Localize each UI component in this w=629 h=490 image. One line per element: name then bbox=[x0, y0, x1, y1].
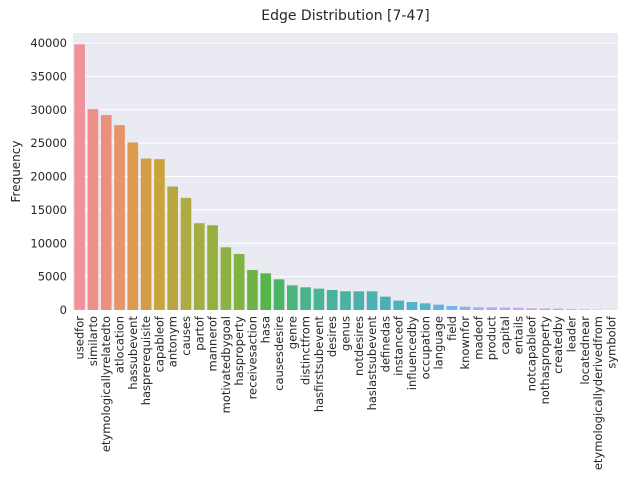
bar-locatednear bbox=[579, 309, 591, 310]
bar-antonym bbox=[167, 186, 179, 310]
bar-hasfirstsubevent bbox=[313, 288, 325, 310]
bar-receivesaction bbox=[247, 269, 258, 310]
x-tick-label: hasfirstsubevent bbox=[312, 316, 326, 413]
bar-notcapableof bbox=[526, 308, 537, 310]
x-tick-label: desires bbox=[325, 316, 339, 357]
x-tick-label: definedas bbox=[378, 316, 392, 372]
bar-hasproperty bbox=[233, 253, 245, 310]
x-tick-label: haslastsubevent bbox=[365, 316, 379, 411]
y-tick-label: 30000 bbox=[30, 103, 67, 117]
bar-atlocation bbox=[114, 125, 125, 310]
y-tick-label: 0 bbox=[60, 303, 67, 317]
x-tick-label: capital bbox=[498, 316, 512, 355]
bar-causesdesire bbox=[273, 279, 285, 310]
x-tick-label: similarto bbox=[86, 316, 100, 366]
x-tick-label: partof bbox=[192, 315, 206, 351]
bar-field bbox=[446, 305, 458, 310]
x-tick-label: influencedby bbox=[405, 316, 419, 390]
bar-haslastsubevent bbox=[366, 291, 378, 310]
bar-mannerof bbox=[207, 225, 218, 310]
x-tick-labels: usedfor similarto etymologicallyrelatedto a… bbox=[73, 315, 619, 470]
bar-notdesires bbox=[353, 291, 365, 310]
bars bbox=[74, 44, 617, 311]
x-tick-label: hasprerequisite bbox=[139, 316, 153, 405]
x-tick-label: field bbox=[445, 316, 459, 341]
y-tick-label: 35000 bbox=[30, 69, 67, 83]
bar-influencedby bbox=[406, 301, 418, 310]
bar-motivatedbygoal bbox=[220, 247, 232, 310]
bar-occupation bbox=[419, 303, 431, 310]
bar-genus bbox=[340, 291, 351, 310]
bar-similarto bbox=[87, 109, 99, 310]
x-tick-label: symbolof bbox=[604, 315, 618, 369]
bar-genre bbox=[287, 285, 298, 310]
x-tick-label: genus bbox=[339, 316, 353, 351]
bar-usedfor bbox=[74, 44, 85, 311]
x-tick-label: occupation bbox=[418, 316, 432, 379]
x-tick-label: createdby bbox=[551, 316, 565, 374]
bar-partof bbox=[193, 223, 205, 310]
bar-madeof bbox=[473, 307, 484, 310]
x-tick-label: notcapableof bbox=[525, 315, 539, 391]
bar-etymologicallyrelatedto bbox=[100, 115, 112, 311]
bar-capableof bbox=[154, 159, 165, 310]
y-tick-label: 5000 bbox=[38, 270, 67, 284]
y-tick-label: 20000 bbox=[30, 170, 67, 184]
x-tick-label: madeof bbox=[471, 315, 485, 360]
x-tick-label: causes bbox=[179, 316, 193, 356]
bar-createdby bbox=[552, 308, 564, 310]
x-tick-label: atlocation bbox=[113, 316, 127, 373]
x-tick-label: notdesires bbox=[352, 316, 366, 376]
x-tick-label: entails bbox=[511, 316, 525, 354]
x-tick-label: antonym bbox=[166, 316, 180, 367]
bar-product bbox=[486, 307, 498, 310]
x-tick-label: leader bbox=[564, 316, 578, 353]
x-tick-label: motivatedbygoal bbox=[219, 316, 233, 413]
bar-definedas bbox=[380, 296, 391, 310]
bar-capital bbox=[499, 307, 511, 310]
x-tick-label: etymologicallyderivedfrom bbox=[591, 316, 605, 470]
x-tick-label: etymologicallyrelatedto bbox=[99, 316, 113, 452]
x-tick-label: hasa bbox=[259, 316, 273, 343]
x-tick-label: capableof bbox=[152, 315, 166, 372]
bar-hasa bbox=[260, 273, 272, 310]
x-tick-label: usedfor bbox=[73, 316, 87, 360]
bar-distinctfrom bbox=[300, 287, 311, 310]
y-tick-label: 10000 bbox=[30, 236, 67, 250]
y-axis-label: Frequency bbox=[9, 141, 23, 203]
x-tick-label: genre bbox=[285, 316, 299, 349]
bar-desires bbox=[326, 289, 338, 310]
x-tick-label: causesdesire bbox=[272, 316, 286, 391]
x-tick-label: knownfor bbox=[458, 316, 472, 370]
y-tick-label: 15000 bbox=[30, 203, 67, 217]
bar-causes bbox=[180, 197, 192, 310]
x-tick-label: distinctfrom bbox=[299, 316, 313, 385]
y-tick-label: 25000 bbox=[30, 136, 67, 150]
x-tick-label: hasproperty bbox=[232, 316, 246, 386]
x-tick-label: hassubevent bbox=[126, 316, 140, 390]
y-tick-labels: 0 5000 10000 15000 20000 25000 30000 35000 40000 bbox=[30, 36, 67, 317]
chart-title: Edge Distribution [7-47] bbox=[261, 8, 430, 24]
y-tick-label: 40000 bbox=[30, 36, 67, 50]
bar-knownfor bbox=[459, 306, 471, 310]
x-tick-label: receivesaction bbox=[245, 316, 259, 399]
x-tick-label: locatednear bbox=[578, 316, 592, 385]
bar-language bbox=[433, 304, 444, 310]
x-tick-label: instanceof bbox=[392, 315, 406, 376]
x-tick-label: nothasproperty bbox=[538, 316, 552, 405]
bar-hassubevent bbox=[127, 142, 139, 310]
x-tick-label: language bbox=[432, 316, 446, 370]
bar-leader bbox=[566, 309, 577, 310]
bar-entails bbox=[512, 307, 524, 310]
bar-instanceof bbox=[393, 300, 404, 310]
x-tick-label: product bbox=[485, 316, 499, 361]
bar-hasprerequisite bbox=[140, 158, 152, 310]
bar-nothasproperty bbox=[539, 308, 551, 310]
x-tick-label: mannerof bbox=[206, 315, 220, 371]
